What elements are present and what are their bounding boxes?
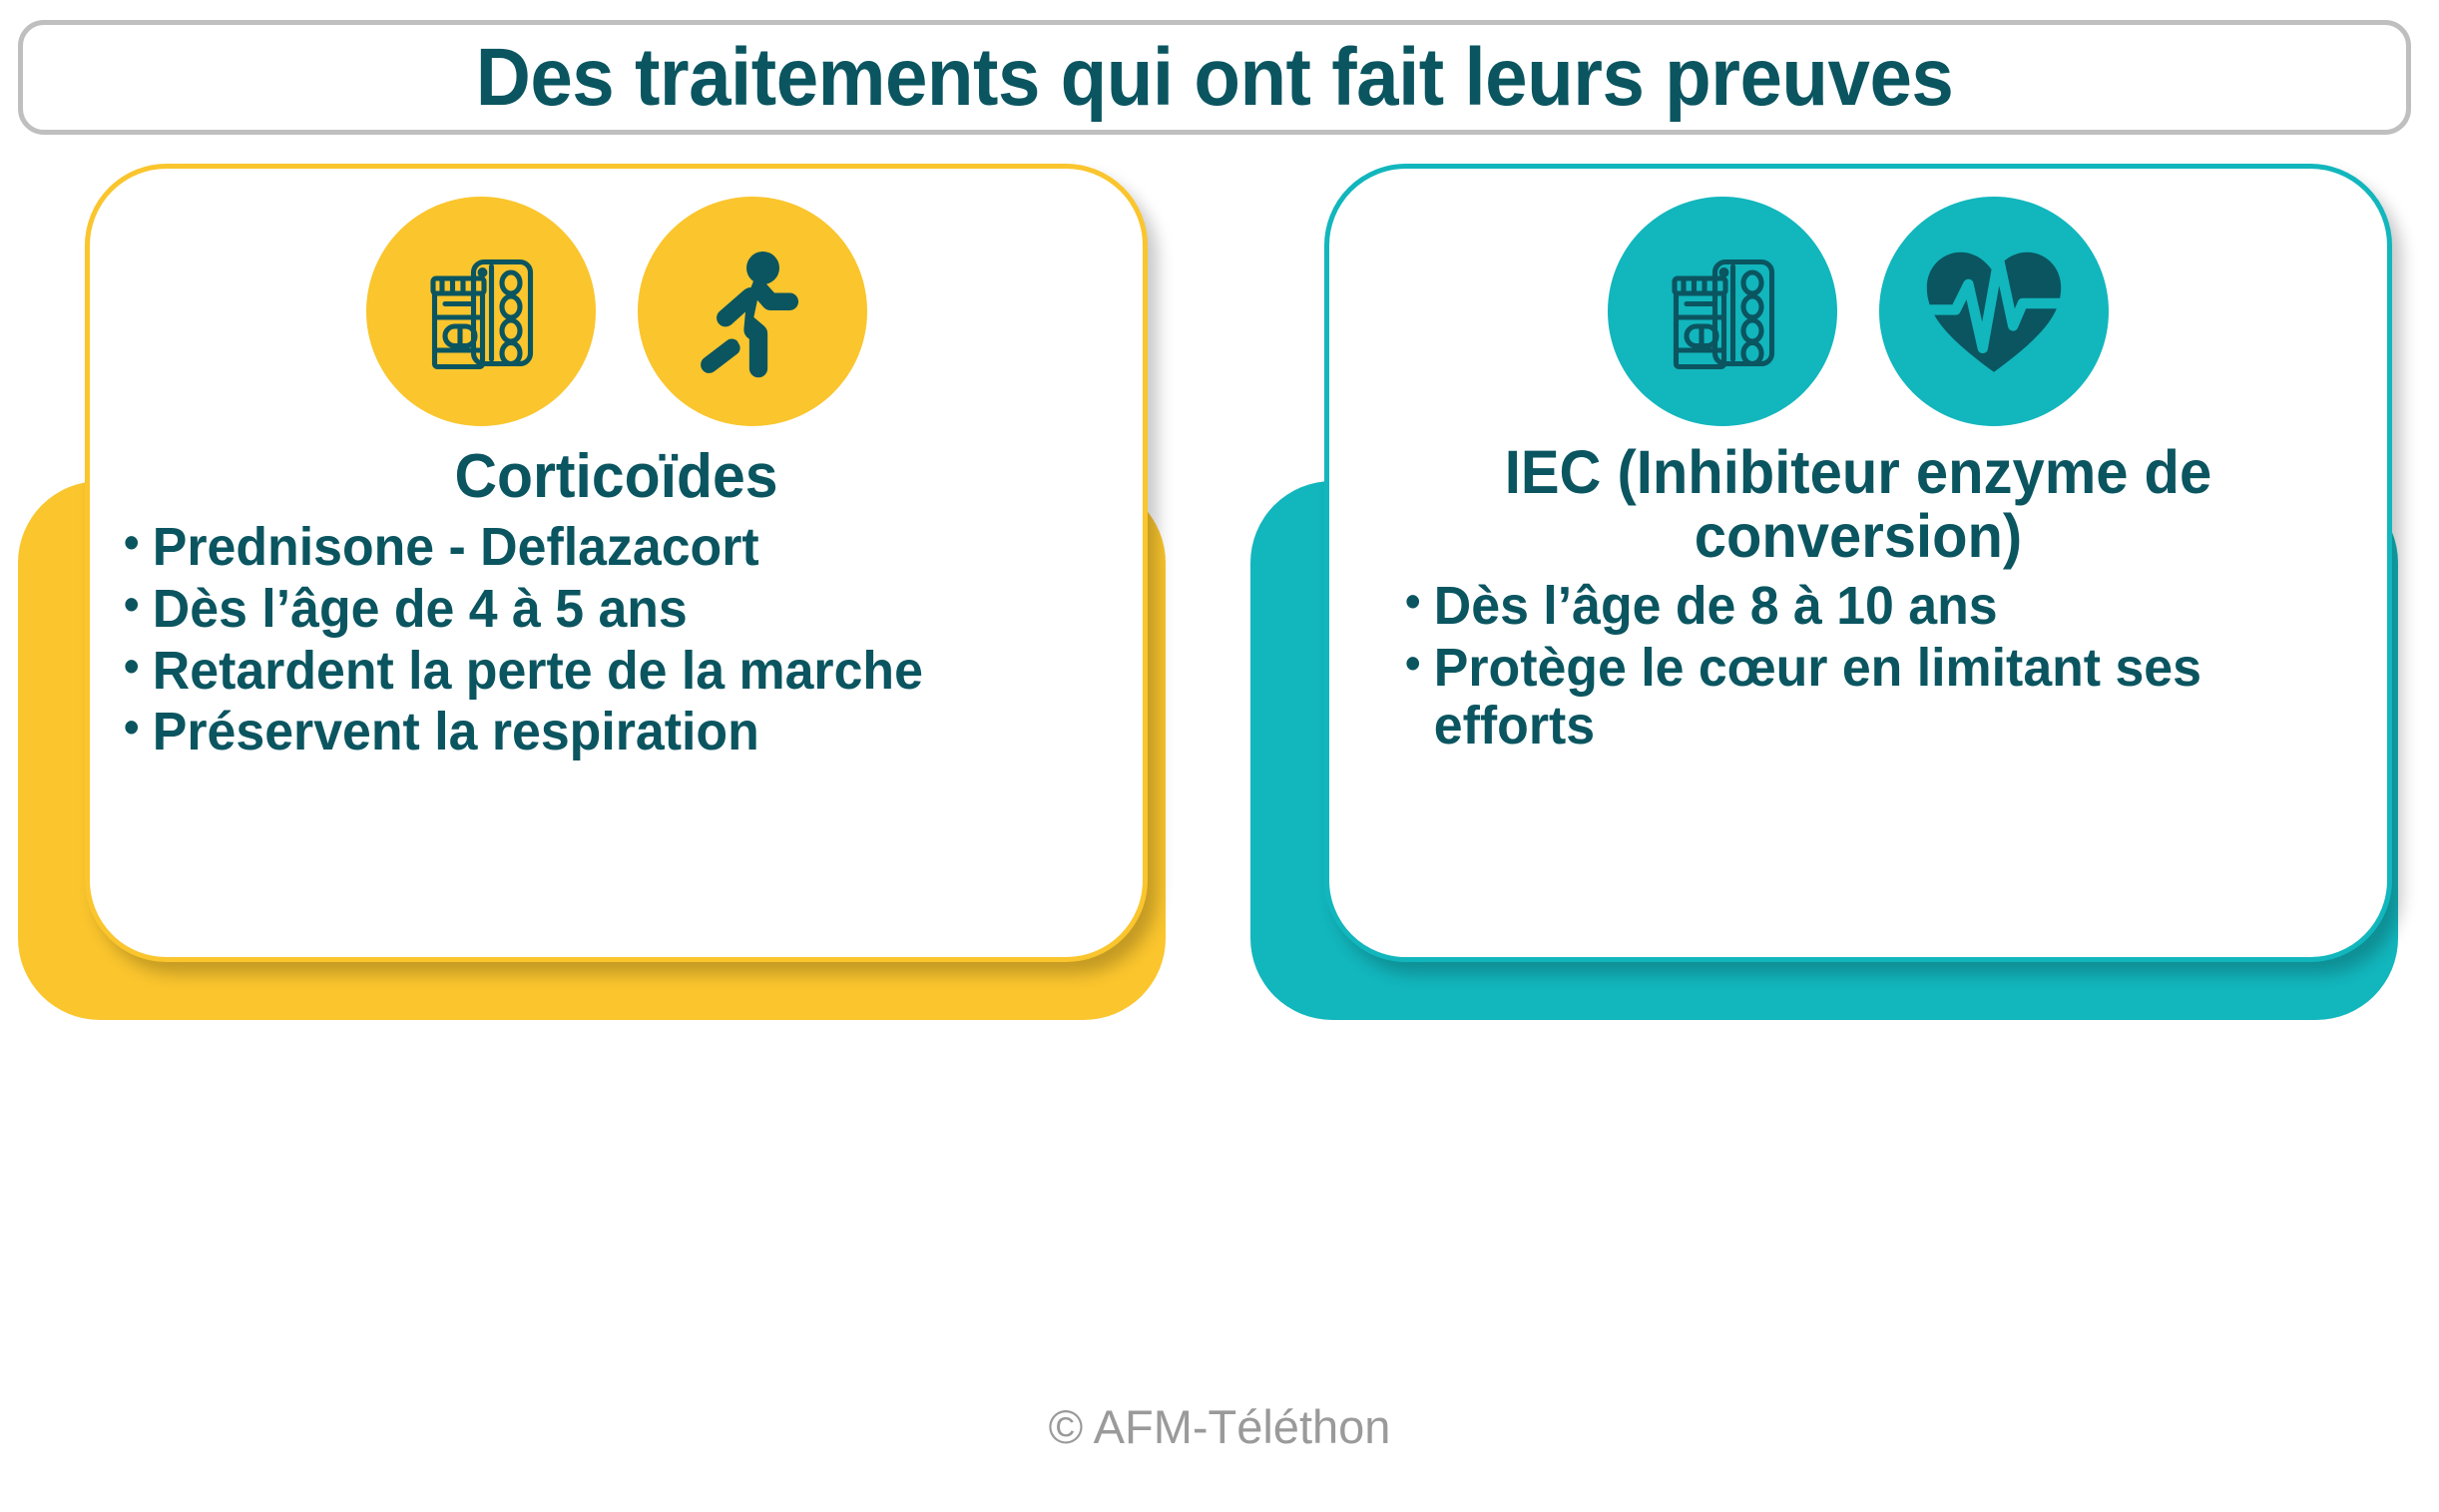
card-bullet-list: Prednisone - Deflazacort Dès l’âge de 4 … xyxy=(90,517,1143,761)
card-title: Corticoïdes xyxy=(454,442,778,511)
treatment-card-corticoides: Corticoïdes Prednisone - Deflazacort Dès… xyxy=(0,150,1178,1377)
icon-badge-medication xyxy=(365,197,596,426)
pill-bottle-icon xyxy=(1648,237,1797,386)
list-item: Prednisone - Deflazacort xyxy=(124,517,1077,577)
card-icon-row xyxy=(1329,169,2387,426)
page-title: Des traitements qui ont fait leurs preuv… xyxy=(475,31,1954,123)
icon-badge-heart xyxy=(1879,197,2109,426)
icon-badge-medication xyxy=(1608,197,1837,426)
list-item: Protège le cœur en limitant ses efforts xyxy=(1405,638,2309,756)
heart-pulse-icon xyxy=(1914,232,2074,391)
card-title: IEC (Inhibiteur enzyme de conversion) xyxy=(1504,438,2212,571)
card-icon-row xyxy=(90,169,1143,426)
pill-bottle-icon xyxy=(406,237,556,386)
card-body: Corticoïdes Prednisone - Deflazacort Dès… xyxy=(85,164,1148,962)
page-title-bar: Des traitements qui ont fait leurs preuv… xyxy=(18,20,2411,135)
card-bullet-list: Dès l’âge de 8 à 10 ans Protège le cœur … xyxy=(1329,576,2387,756)
treatment-card-iec: IEC (Inhibiteur enzyme de conversion) Dè… xyxy=(1242,150,2439,1377)
card-body: IEC (Inhibiteur enzyme de conversion) Dè… xyxy=(1324,164,2392,962)
icon-badge-mobility xyxy=(637,197,867,426)
running-person-icon xyxy=(678,237,827,386)
copyright-credit: © AFM-Téléthon xyxy=(1048,1400,1391,1453)
list-item: Préservent la respiration xyxy=(124,702,1077,761)
list-item: Retardent la perte de la marche xyxy=(124,641,1077,701)
list-item: Dès l’âge de 4 à 5 ans xyxy=(124,579,1077,639)
list-item: Dès l’âge de 8 à 10 ans xyxy=(1405,576,2309,636)
